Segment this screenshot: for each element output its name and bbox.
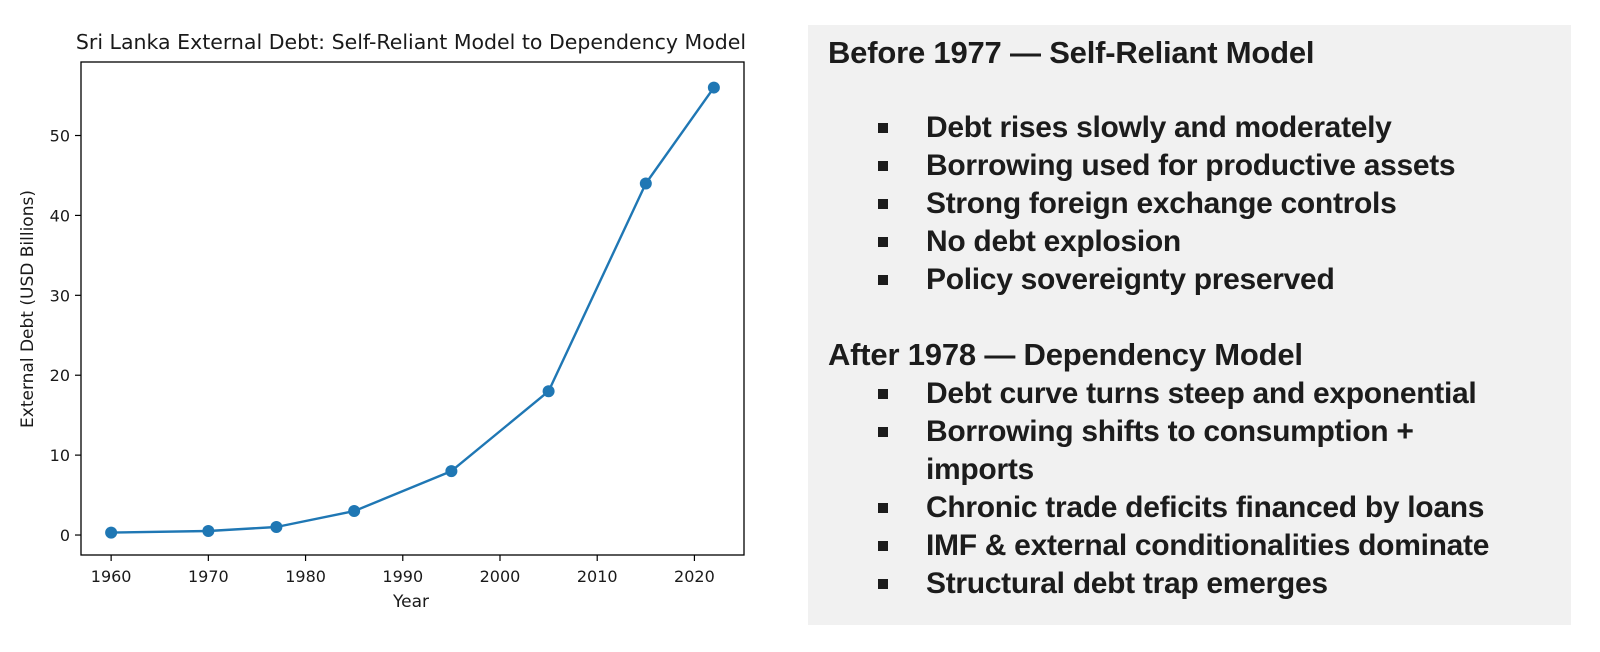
- section-heading-after: After 1978 — Dependency Model: [828, 337, 1303, 372]
- bullet-list-after: Debt curve turns steep and exponential B…: [828, 375, 1571, 603]
- data-point: [202, 525, 215, 538]
- y-tick-label: 50: [50, 127, 70, 146]
- x-tick-label: 2010: [577, 567, 618, 586]
- bullet-text: IMF & external conditionalities dominate: [926, 529, 1490, 562]
- x-tick-label: 1960: [91, 567, 132, 586]
- data-point: [348, 505, 361, 518]
- bullet-item: No debt explosion: [878, 223, 1571, 261]
- x-tick-label: 1980: [285, 567, 326, 586]
- bullet-marker: [878, 389, 888, 399]
- data-point: [105, 526, 118, 539]
- bullet-text: No debt explosion: [926, 225, 1181, 258]
- x-tick-label: 2020: [674, 567, 715, 586]
- bullet-text: Borrowing shifts to consumption + import…: [926, 415, 1414, 486]
- bullet-item: Debt rises slowly and moderately: [878, 109, 1571, 147]
- data-point: [707, 81, 720, 94]
- section-heading-before: Before 1977 — Self-Reliant Model: [828, 35, 1315, 70]
- bullet-text: Debt rises slowly and moderately: [926, 111, 1392, 144]
- y-tick-label: 10: [50, 446, 70, 465]
- bullet-item: Policy sovereignty preserved: [878, 261, 1571, 299]
- data-point: [542, 385, 555, 398]
- bullet-marker: [878, 275, 888, 285]
- bullet-text: Borrowing used for productive assets: [926, 149, 1456, 182]
- bullet-text: Debt curve turns steep and exponential: [926, 377, 1477, 410]
- data-point: [270, 521, 283, 534]
- debt-chart: Sri Lanka External Debt: Self-Reliant Mo…: [18, 30, 746, 612]
- bullet-item: IMF & external conditionalities dominate: [878, 527, 1571, 565]
- y-axis-label: External Debt (USD Billions): [18, 190, 38, 428]
- data-point: [639, 177, 652, 190]
- bullet-marker: [878, 579, 888, 589]
- x-axis-label: Year: [392, 592, 429, 612]
- bullet-marker: [878, 199, 888, 209]
- bullet-item: Structural debt trap emerges: [878, 565, 1571, 603]
- bullet-text: Policy sovereignty preserved: [926, 263, 1335, 296]
- series-line: [111, 86, 715, 534]
- bullet-item: Borrowing used for productive assets: [878, 147, 1571, 185]
- bullet-marker: [878, 237, 888, 247]
- bullet-item: Borrowing shifts to consumption + import…: [878, 413, 1486, 489]
- data-point: [445, 465, 458, 478]
- debt-chart-svg: Sri Lanka External Debt: Self-Reliant Mo…: [18, 30, 746, 612]
- x-tick-label: 2000: [480, 567, 521, 586]
- y-tick-label: 20: [50, 366, 70, 385]
- debt-series: [105, 81, 720, 539]
- section-after-1978: After 1978 — Dependency Model Debt curve…: [828, 337, 1571, 603]
- bullet-marker: [878, 123, 888, 133]
- y-tick-label: 0: [60, 526, 70, 545]
- x-tick-label: 1990: [382, 567, 423, 586]
- bullet-item: Debt curve turns steep and exponential: [878, 375, 1571, 413]
- chart-title: Sri Lanka External Debt: Self-Reliant Mo…: [76, 30, 746, 54]
- bullet-text: Structural debt trap emerges: [926, 567, 1328, 600]
- x-tick-label: 1970: [188, 567, 229, 586]
- notes-panel: Before 1977 — Self-Reliant Model Debt ri…: [808, 25, 1571, 625]
- bullet-text: Strong foreign exchange controls: [926, 187, 1397, 220]
- bullet-marker: [878, 541, 888, 551]
- bullet-marker: [878, 503, 888, 513]
- bullet-marker: [878, 427, 888, 437]
- y-axis-ticks: 0 10 20 30 40 50: [50, 127, 81, 545]
- bullet-text: Chronic trade deficits financed by loans: [926, 491, 1485, 524]
- plot-frame: [80, 61, 745, 556]
- bullet-marker: [878, 161, 888, 171]
- bullet-list-before: Debt rises slowly and moderately Borrowi…: [828, 109, 1571, 299]
- y-tick-label: 30: [50, 286, 70, 305]
- x-axis-ticks: 1960 1970 1980 1990 2000 2010 2020: [91, 555, 715, 586]
- bullet-item: Chronic trade deficits financed by loans: [878, 489, 1571, 527]
- section-before-1977: Before 1977 — Self-Reliant Model Debt ri…: [828, 35, 1571, 299]
- bullet-item: Strong foreign exchange controls: [878, 185, 1571, 223]
- y-tick-label: 40: [50, 206, 70, 225]
